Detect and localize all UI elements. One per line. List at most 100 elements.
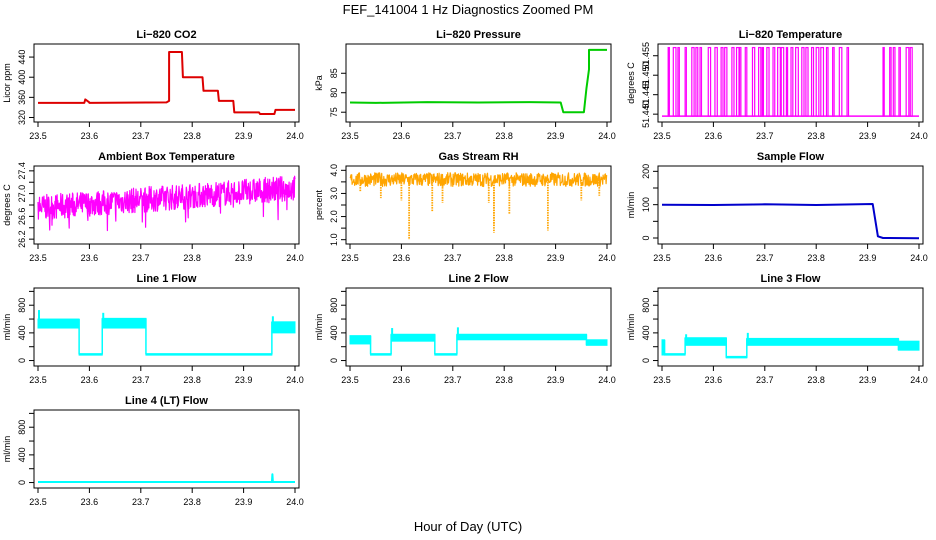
series-band (349, 335, 372, 345)
x-tick-label: 23.8 (495, 253, 513, 263)
series-spike (795, 46, 799, 117)
y-tick-label: 51.450 (641, 61, 651, 89)
series-spike (677, 46, 680, 117)
series-band (78, 353, 103, 356)
series-spike (731, 46, 735, 117)
panel-sample-flow: Sample Flow ml/min 23.5 23.6 23.7 23.8 23.9 24.… (626, 151, 928, 263)
x-tick-label: 23.7 (444, 375, 462, 385)
panel-title: Gas Stream RH (438, 151, 518, 163)
x-tick-label: 23.8 (807, 253, 825, 263)
x-tick-label: 23.9 (235, 253, 253, 263)
y-tick-label: 320 (17, 110, 27, 125)
panel-title: Sample Flow (757, 151, 825, 163)
plot-frame (657, 43, 924, 123)
plot-frame (657, 287, 924, 367)
y-tick-label: 400 (17, 325, 27, 340)
x-tick-label: 24.0 (910, 253, 928, 263)
plot-frame (33, 409, 300, 489)
y-tick-label: 800 (329, 298, 339, 313)
y-tick-label: 400 (641, 325, 651, 340)
x-tick-label: 23.8 (183, 375, 201, 385)
series-spike (820, 46, 825, 117)
series-line (349, 48, 607, 114)
y-tick-label: 440 (17, 50, 27, 65)
series-spike (810, 46, 815, 117)
panel-grid: Li−820 CO2 Licor ppm 23.5 23.6 23.7 23.8 23.9 2… (2, 29, 928, 507)
x-tick-label: 23.5 (653, 375, 671, 385)
x-tick-label: 23.7 (756, 131, 774, 141)
series-spike (846, 46, 850, 117)
y-tick-label: 27.4 (17, 162, 27, 180)
series-spike (758, 46, 762, 117)
x-tick-label: 23.9 (235, 375, 253, 385)
x-tick-label: 23.5 (29, 253, 47, 263)
x-tick-label: 24.0 (598, 131, 616, 141)
x-tick-label: 23.8 (183, 253, 201, 263)
series-spike (695, 46, 699, 117)
x-tick-label: 23.8 (183, 497, 201, 507)
y-tick-label: 27.0 (17, 185, 27, 203)
x-tick-label: 23.7 (756, 375, 774, 385)
panel-title: Line 1 Flow (137, 273, 197, 285)
series-band (585, 339, 608, 346)
series-spike (720, 46, 724, 117)
x-tick-label: 23.7 (444, 253, 462, 263)
data-layer (38, 473, 295, 483)
series-spike (785, 46, 789, 117)
series-band (897, 340, 920, 351)
series-spike (892, 46, 896, 117)
series-spike (790, 46, 794, 117)
x-tick-label: 23.9 (547, 375, 565, 385)
x-tick-label: 23.7 (132, 253, 150, 263)
x-tick-label: 23.6 (81, 131, 99, 141)
x-tick-label: 24.0 (598, 375, 616, 385)
series-band (664, 353, 686, 356)
series-band (684, 337, 727, 346)
x-tick-label: 23.6 (705, 375, 723, 385)
series-line (38, 51, 295, 115)
series-spike (898, 46, 901, 117)
x-tick-label: 23.5 (29, 131, 47, 141)
x-tick-label: 24.0 (286, 253, 304, 263)
y-axis-label: ml/min (2, 436, 12, 463)
x-tick-label: 23.6 (393, 375, 411, 385)
y-tick-label: 51.440 (641, 100, 651, 128)
panel-gas-rh: Gas Stream RH percent 23.5 23.6 23.7 23.8 23.9… (314, 151, 616, 263)
x-tick-label: 23.9 (859, 375, 877, 385)
y-axis-label: ml/min (2, 314, 12, 341)
series-spike (751, 46, 756, 117)
y-tick-label: 26.6 (17, 208, 27, 226)
data-layer (662, 46, 919, 117)
plot-frame (33, 287, 300, 367)
series-band (101, 317, 147, 329)
x-tick-label: 23.5 (341, 131, 359, 141)
x-tick-label: 23.7 (132, 131, 150, 141)
x-tick-label: 23.8 (807, 375, 825, 385)
series-spike (707, 46, 712, 117)
series-spike (724, 46, 728, 117)
x-tick-label: 23.5 (29, 497, 47, 507)
x-tick-label: 23.8 (183, 131, 201, 141)
y-tick-label: 200 (641, 164, 651, 179)
figure-title: FEF_141004 1 Hz Diagnostics Zoomed PM (343, 2, 594, 17)
y-tick-label: 400 (329, 325, 339, 340)
series-line (38, 473, 295, 483)
series-spike (815, 46, 820, 117)
y-axis-label: ml/min (314, 314, 324, 341)
panel-title: Li−820 Pressure (436, 29, 521, 41)
x-tick-label: 23.8 (495, 375, 513, 385)
panel-line3-flow: Line 3 Flow ml/min 23.5 23.6 23.7 23.8 23.9 24.… (626, 273, 928, 385)
data-layer (661, 332, 920, 359)
x-tick-label: 23.6 (393, 253, 411, 263)
series-band (370, 353, 392, 356)
x-tick-label: 23.5 (29, 375, 47, 385)
series-line (661, 203, 920, 240)
series-spike (684, 46, 687, 117)
y-tick-label: 26.2 (17, 230, 27, 248)
y-tick-label: 0 (17, 480, 27, 485)
x-tick-label: 23.8 (495, 131, 513, 141)
series-spike (766, 46, 770, 117)
y-axis-label: kPa (314, 75, 324, 91)
panel-title: Line 2 Flow (449, 273, 509, 285)
plot-frame (33, 43, 300, 123)
